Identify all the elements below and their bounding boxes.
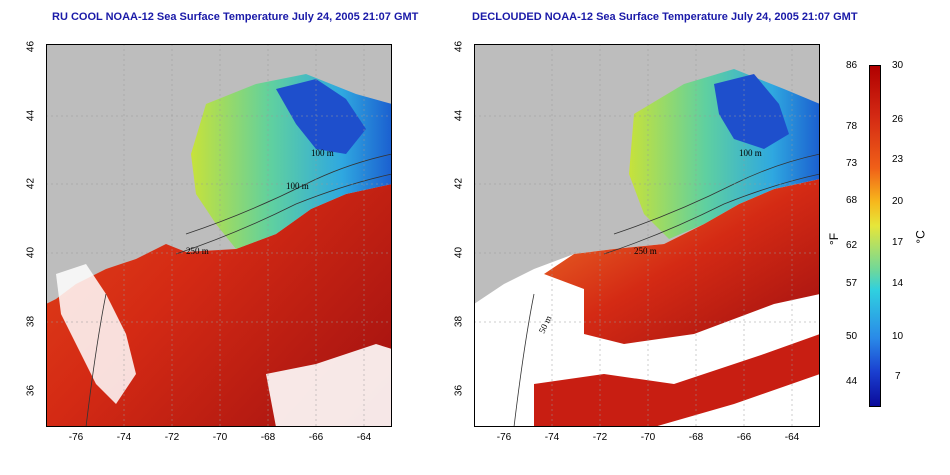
unit-fahrenheit: °F [827, 232, 842, 246]
y-tick: 38 [453, 315, 465, 328]
colorbar-f-label: 78 [846, 121, 858, 132]
y-tick: 38 [25, 315, 37, 328]
x-tick: -64 [356, 432, 372, 443]
colorbar-c-label: 26 [892, 114, 904, 125]
colorbar-c-label: 30 [892, 60, 904, 71]
colorbar-c-label: 20 [892, 196, 904, 207]
y-tick: 40 [453, 246, 465, 259]
map-title-left: RU COOL NOAA-12 Sea Surface Temperature … [52, 11, 419, 23]
contour-label: 250 m [186, 246, 209, 256]
contour-label: 250 m [634, 246, 657, 256]
unit-celsius: °C [913, 230, 928, 244]
map-title-right: DECLOUDED NOAA-12 Sea Surface Temperatur… [472, 11, 858, 23]
temperature-colorbar [869, 65, 881, 407]
y-tick: 44 [25, 109, 37, 122]
x-tick: -68 [688, 432, 704, 443]
contour-label: 100 m [311, 148, 334, 158]
y-tick: 46 [25, 40, 37, 53]
contour-label: 100 m [286, 181, 309, 191]
x-tick: -66 [736, 432, 752, 443]
sst-map-raw: 100 m 100 m 250 m 46 44 42 40 38 36 -76 … [26, 41, 392, 443]
x-tick: -72 [592, 432, 608, 443]
colorbar-f-label: 62 [846, 240, 858, 251]
colorbar-c-label: 14 [892, 278, 904, 289]
x-tick: -68 [260, 432, 276, 443]
y-tick: 40 [25, 246, 37, 259]
y-tick: 42 [453, 177, 465, 190]
x-tick: -64 [784, 432, 800, 443]
colorbar-c-label: 10 [892, 331, 904, 342]
sst-map-raw-image: 100 m 100 m 250 m [46, 44, 392, 427]
x-tick: -66 [308, 432, 324, 443]
y-tick: 36 [25, 384, 37, 397]
sst-map-declouded: 100 m 250 m 50 m 46 44 42 40 38 36 -76 -… [454, 41, 820, 443]
colorbar-c-label: 17 [892, 237, 904, 248]
colorbar-f-label: 44 [846, 376, 858, 387]
y-tick: 46 [453, 40, 465, 53]
x-tick: -70 [212, 432, 228, 443]
sst-map-declouded-image: 100 m 250 m 50 m [474, 44, 820, 427]
x-tick: -74 [544, 432, 560, 443]
colorbar-f-label: 68 [846, 195, 858, 206]
x-tick: -74 [116, 432, 132, 443]
colorbar-c-label: 7 [895, 371, 901, 382]
contour-label: 100 m [739, 148, 762, 158]
colorbar-f-label: 86 [846, 60, 858, 71]
colorbar-f-label: 57 [846, 278, 858, 289]
colorbar-c-label: 23 [892, 154, 904, 165]
y-tick: 44 [453, 109, 465, 122]
x-tick: -76 [68, 432, 84, 443]
colorbar-f-label: 73 [846, 158, 858, 169]
x-tick: -76 [496, 432, 512, 443]
x-tick: -70 [640, 432, 656, 443]
y-tick: 36 [453, 384, 465, 397]
colorbar-f-label: 50 [846, 331, 858, 342]
y-tick: 42 [25, 177, 37, 190]
x-tick: -72 [164, 432, 180, 443]
